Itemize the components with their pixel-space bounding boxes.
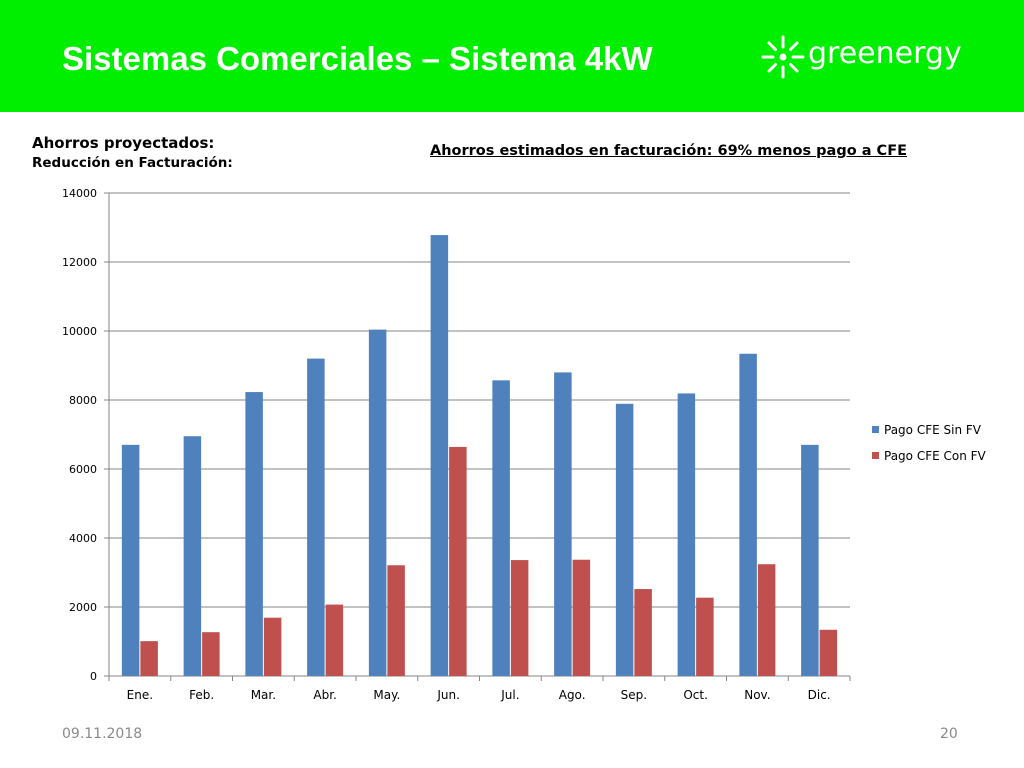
bar-con-fv bbox=[263, 617, 282, 676]
x-tick-label: Feb. bbox=[189, 688, 214, 702]
y-tick-label: 8000 bbox=[69, 394, 97, 407]
x-tick-label: Dic. bbox=[808, 688, 831, 702]
bar-sin-fv bbox=[492, 380, 510, 676]
page-number: 20 bbox=[940, 726, 958, 742]
legend-swatch bbox=[872, 426, 879, 433]
y-tick-label: 10000 bbox=[62, 325, 97, 338]
x-tick-label: Mar. bbox=[251, 688, 276, 702]
bar-con-fv bbox=[819, 629, 838, 676]
bar-sin-fv bbox=[368, 329, 387, 676]
bar-con-fv bbox=[325, 604, 344, 676]
x-tick-label: Oct. bbox=[683, 688, 708, 702]
bar-con-fv bbox=[572, 559, 591, 676]
y-tick-label: 4000 bbox=[69, 532, 97, 545]
bar-con-fv bbox=[140, 641, 158, 676]
bar-sin-fv bbox=[183, 436, 202, 676]
bar-sin-fv bbox=[739, 353, 757, 676]
slide-title: Sistemas Comerciales – Sistema 4kW bbox=[62, 40, 653, 77]
bar-con-fv bbox=[202, 632, 220, 676]
x-tick-label: Ene. bbox=[127, 688, 153, 702]
legend-label: Pago CFE Sin FV bbox=[884, 423, 982, 437]
bar-con-fv bbox=[696, 597, 714, 676]
legend-swatch bbox=[872, 452, 879, 459]
sun-burst-icon bbox=[761, 35, 805, 79]
subtitle-line-2: Reducción en Facturación: bbox=[32, 155, 233, 171]
x-tick-label: Jul. bbox=[500, 688, 519, 702]
x-tick-label: Ago. bbox=[559, 688, 586, 702]
bar-con-fv bbox=[757, 564, 776, 676]
legend-label: Pago CFE Con FV bbox=[884, 449, 987, 463]
chart-title: Ahorros estimados en facturación: 69% me… bbox=[430, 143, 908, 159]
footer-date: 09.11.2018 bbox=[62, 726, 143, 742]
bar-sin-fv bbox=[677, 393, 696, 676]
bar-sin-fv bbox=[121, 444, 140, 676]
bar-con-fv bbox=[387, 565, 405, 676]
y-tick-label: 0 bbox=[90, 670, 97, 683]
greenergy-logo: greenergy bbox=[760, 34, 962, 80]
x-tick-label: Sep. bbox=[621, 688, 647, 702]
x-tick-label: May. bbox=[373, 688, 400, 702]
x-tick-label: Jun. bbox=[436, 688, 460, 702]
y-tick-label: 12000 bbox=[62, 256, 97, 269]
header-bar: Sistemas Comerciales – Sistema 4kW green… bbox=[0, 0, 1024, 112]
x-tick-label: Abr. bbox=[313, 688, 336, 702]
logo-text: greenergy bbox=[808, 36, 962, 71]
y-tick-label: 2000 bbox=[69, 601, 97, 614]
bar-sin-fv bbox=[615, 403, 634, 676]
x-tick-label: Nov. bbox=[744, 688, 770, 702]
bar-con-fv bbox=[449, 446, 467, 676]
subtitle-line-1: Ahorros proyectados: bbox=[32, 134, 215, 152]
bar-sin-fv bbox=[245, 392, 263, 676]
bar-sin-fv bbox=[554, 372, 572, 676]
bar-con-fv bbox=[634, 589, 652, 676]
bar-sin-fv bbox=[307, 358, 325, 676]
y-tick-label: 6000 bbox=[69, 463, 97, 476]
y-tick-label: 14000 bbox=[62, 187, 97, 200]
bar-sin-fv bbox=[430, 235, 449, 676]
bar-sin-fv bbox=[801, 444, 819, 676]
bar-con-fv bbox=[510, 560, 529, 676]
